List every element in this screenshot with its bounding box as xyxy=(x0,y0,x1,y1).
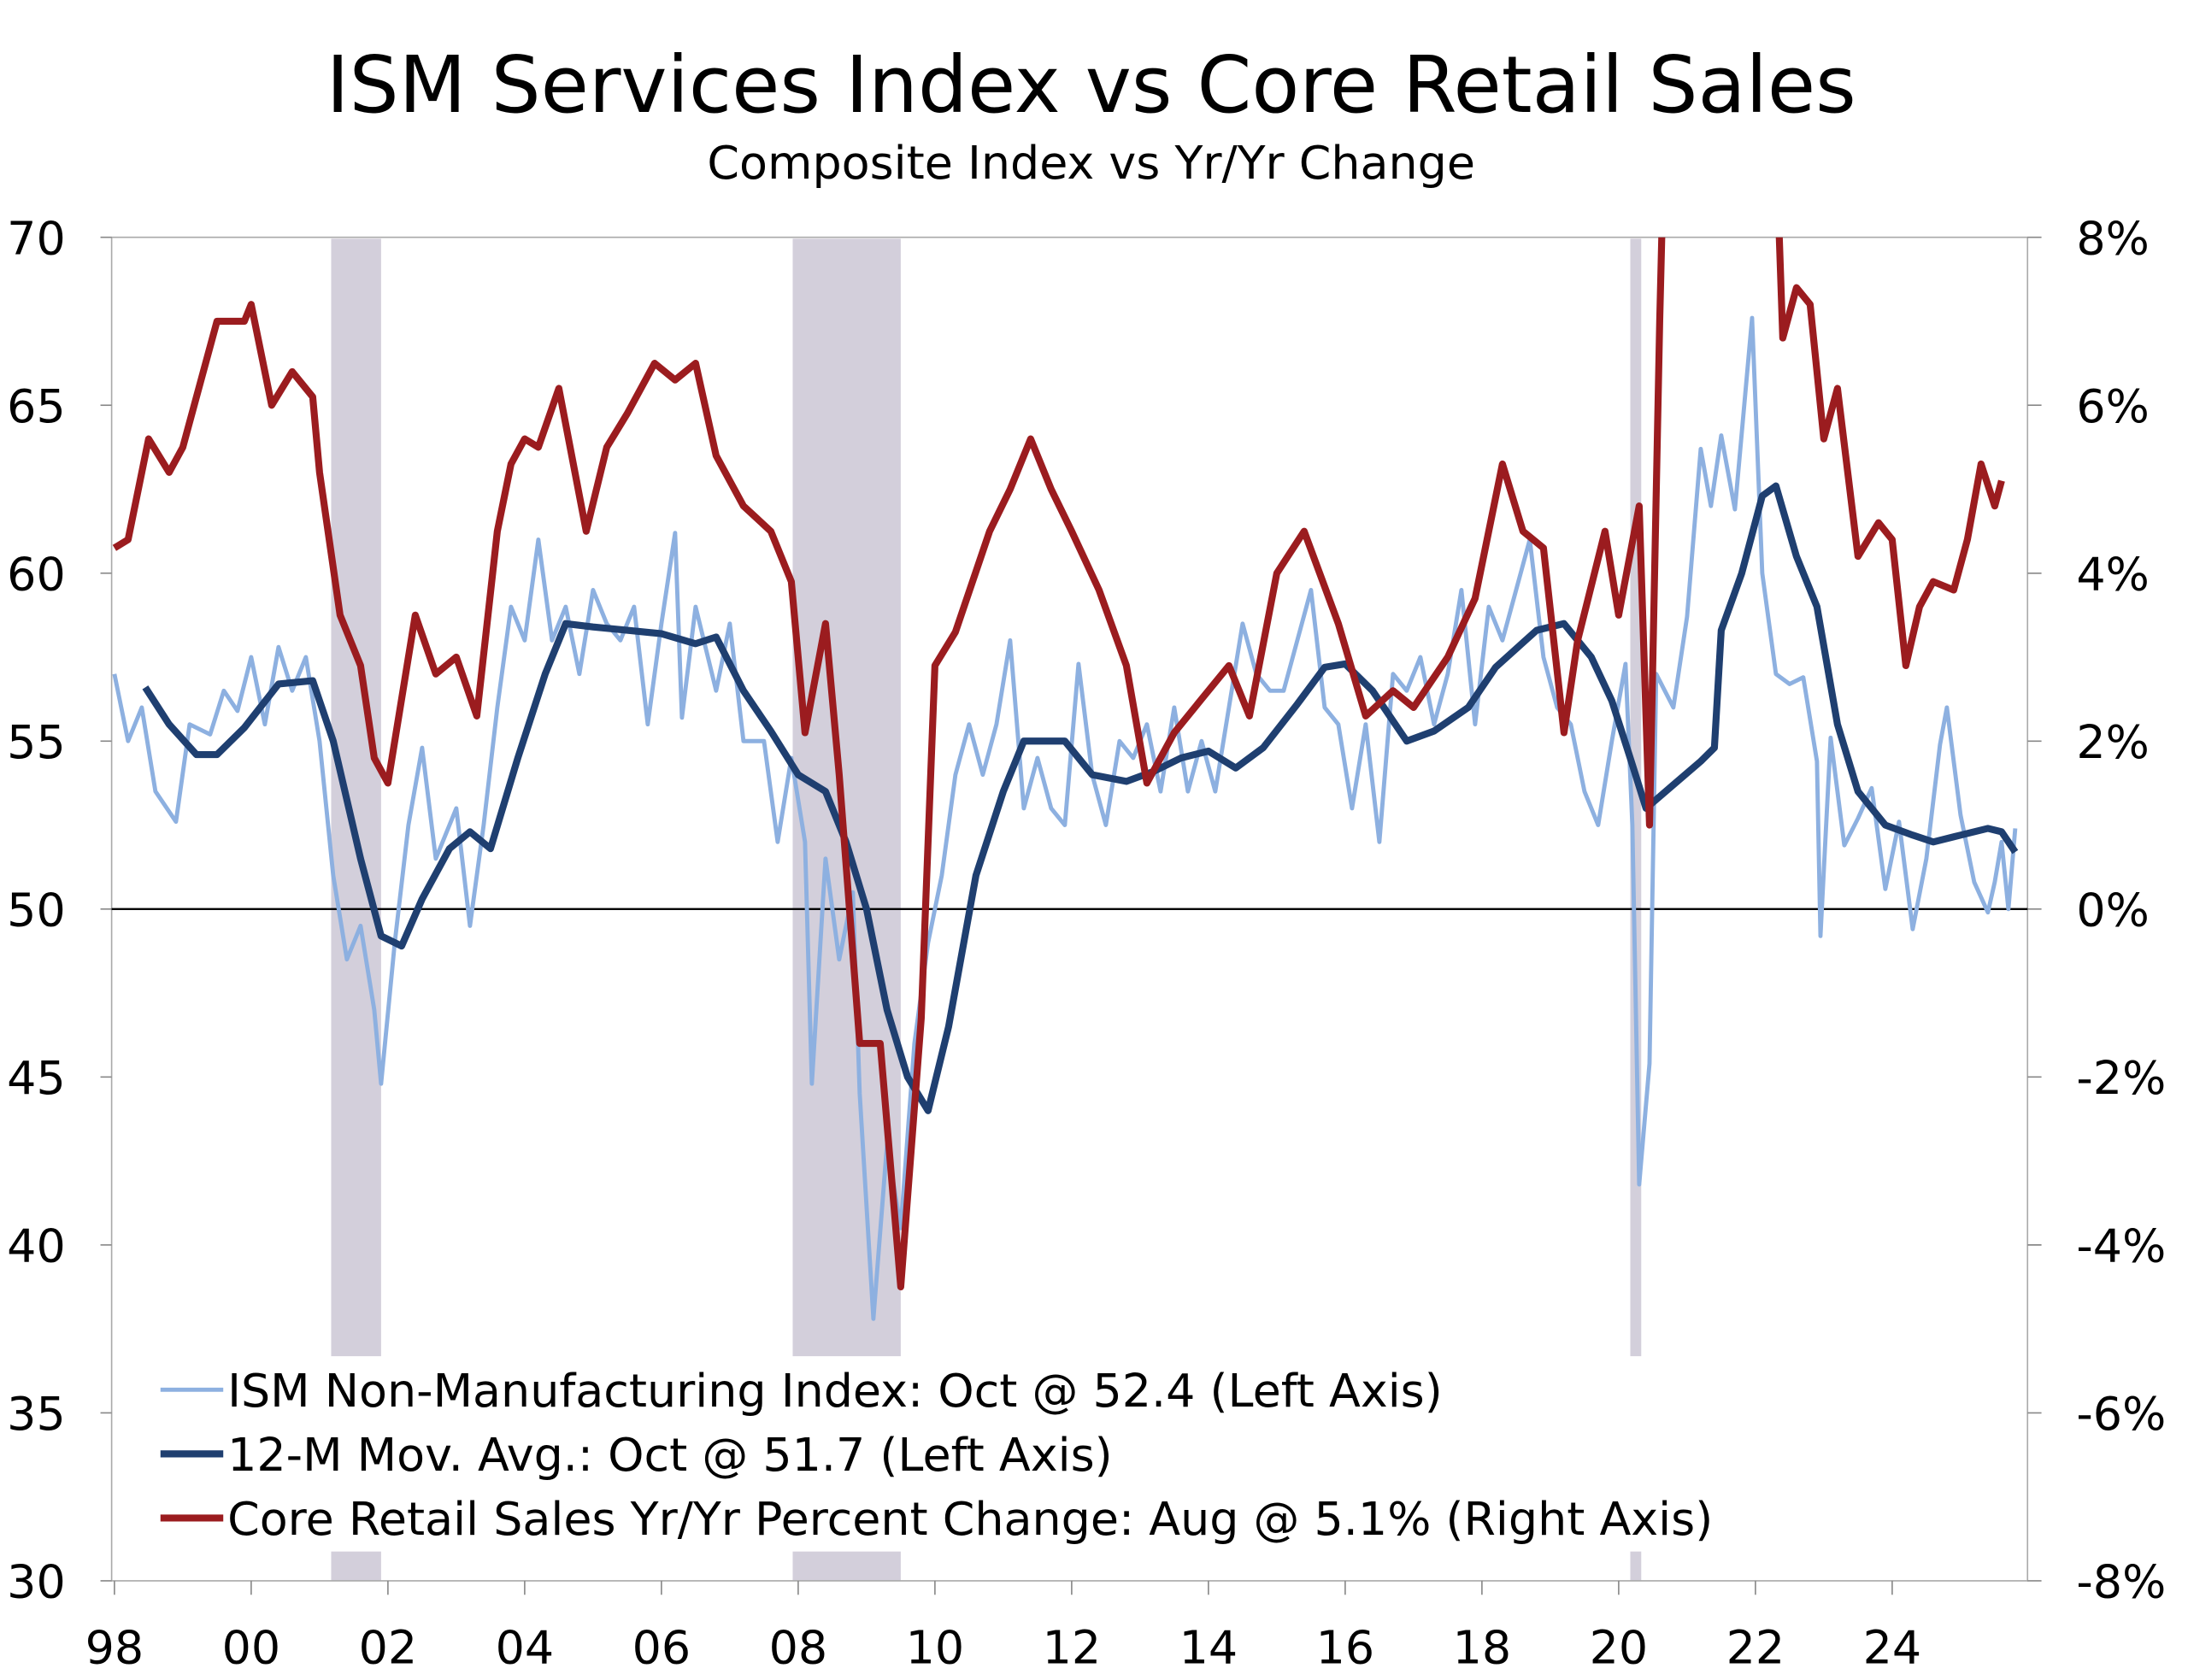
left-tick-label: 40 xyxy=(7,1219,66,1272)
legend-label-ism: ISM Non-Manufacturing Index: Oct @ 52.4 … xyxy=(227,1364,1443,1418)
right-tick-label: 0% xyxy=(2076,883,2149,937)
left-tick-label: 50 xyxy=(7,883,66,937)
legend-label-avg: 12-M Mov. Avg.: Oct @ 51.7 (Left Axis) xyxy=(227,1428,1113,1482)
legend: ISM Non-Manufacturing Index: Oct @ 52.4 … xyxy=(146,1356,1874,1552)
right-tick-label: -2% xyxy=(2076,1051,2166,1105)
chart-title: ISM Services Index vs Core Retail Sales xyxy=(326,39,1856,131)
left-tick-label: 70 xyxy=(7,211,66,265)
x-tick-label: 10 xyxy=(906,1620,965,1674)
legend-box xyxy=(146,1356,1874,1552)
left-tick-label: 55 xyxy=(7,715,66,769)
series-ism-line xyxy=(112,315,2018,1321)
left-tick-label: 45 xyxy=(7,1051,66,1105)
series-core-retail-line xyxy=(112,237,2005,1291)
x-tick-label: 18 xyxy=(1453,1620,1512,1674)
x-tick-label: 14 xyxy=(1179,1620,1238,1674)
right-tick-label: 4% xyxy=(2076,547,2149,601)
right-tick-label: -8% xyxy=(2076,1555,2166,1609)
x-tick-label: 04 xyxy=(496,1620,555,1674)
x-tick-label: 20 xyxy=(1590,1620,1649,1674)
right-tick-label: -6% xyxy=(2076,1387,2166,1441)
axis-ticks: 70 65 60 55 50 45 40 35 30 8% 6% 4% 2% 0% -2% -4% -6% -8%… xyxy=(7,211,2166,1674)
x-tick-label: 06 xyxy=(632,1620,691,1674)
legend-label-retail: Core Retail Sales Yr/Yr Percent Change: … xyxy=(227,1492,1713,1546)
x-tick-label: 08 xyxy=(769,1620,828,1674)
left-tick-label: 30 xyxy=(7,1555,66,1609)
x-tick-label: 02 xyxy=(359,1620,418,1674)
x-tick-label: 16 xyxy=(1316,1620,1375,1674)
right-tick-label: 8% xyxy=(2076,211,2149,265)
x-tick-label: 22 xyxy=(1726,1620,1785,1674)
right-tick-label: 2% xyxy=(2076,715,2149,769)
right-tick-label: 6% xyxy=(2076,379,2149,433)
series-group xyxy=(112,237,2019,1321)
chart-subtitle: Composite Index vs Yr/Yr Change xyxy=(707,136,1475,190)
x-tick-label: 24 xyxy=(1863,1620,1922,1674)
left-tick-label: 65 xyxy=(7,379,66,433)
left-tick-label: 60 xyxy=(7,547,66,601)
left-tick-label: 35 xyxy=(7,1387,66,1441)
x-tick-label: 00 xyxy=(222,1620,281,1674)
x-tick-label: 12 xyxy=(1043,1620,1102,1674)
series-moving-average-line xyxy=(142,482,2019,1114)
right-tick-label: -4% xyxy=(2076,1219,2166,1272)
x-tick-label: 98 xyxy=(85,1620,144,1674)
